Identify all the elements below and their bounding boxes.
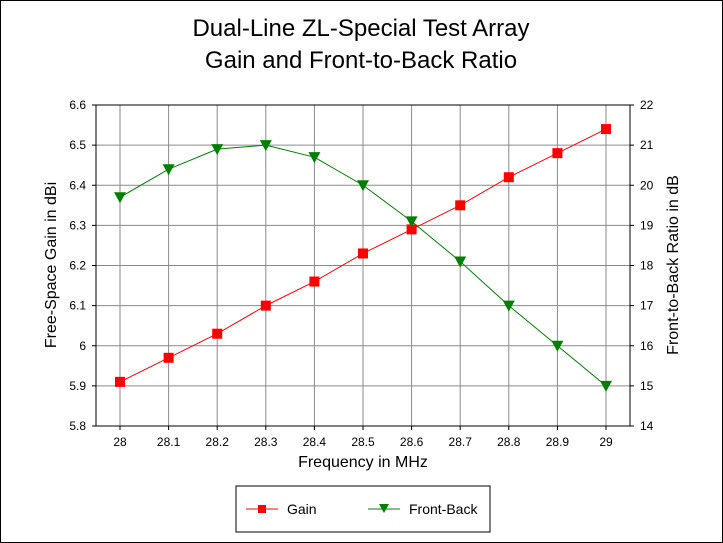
x-tick-label: 28.3 bbox=[254, 435, 278, 449]
x-axis-label: Frequency in MHz bbox=[298, 454, 428, 471]
y-axis-right-ticks: 14 15 16 17 18 19 20 21 22 bbox=[630, 98, 654, 433]
data-point-gain bbox=[163, 352, 174, 363]
x-tick-label: 28.4 bbox=[303, 435, 327, 449]
y-right-tick-label: 15 bbox=[640, 379, 654, 393]
data-point-front-back bbox=[502, 300, 515, 312]
y-left-tick-label: 5.9 bbox=[69, 379, 86, 393]
y-left-tick-label: 5.8 bbox=[69, 419, 86, 433]
legend-gain-marker bbox=[258, 505, 266, 513]
data-point-gain bbox=[455, 200, 466, 211]
data-point-gain bbox=[358, 248, 368, 259]
series-front-back bbox=[114, 140, 612, 392]
data-point-front-back bbox=[259, 140, 272, 152]
data-point-gain bbox=[260, 300, 271, 311]
x-tick-label: 28.8 bbox=[497, 435, 521, 449]
y-left-tick-label: 6.5 bbox=[69, 138, 86, 152]
legend-box bbox=[235, 485, 491, 533]
y-right-tick-label: 16 bbox=[640, 339, 654, 353]
y-left-tick-label: 6 bbox=[79, 339, 86, 353]
legend-front-back-marker bbox=[379, 504, 389, 513]
data-point-front-back bbox=[308, 152, 321, 164]
y-right-tick-label: 18 bbox=[640, 259, 654, 273]
y-left-tick-label: 6.4 bbox=[69, 178, 86, 192]
data-point-gain bbox=[406, 224, 417, 235]
data-point-front-back bbox=[551, 340, 564, 352]
y-axis-left-ticks: 5.8 5.9 6 6.1 6.2 6.3 6.4 6.5 6.6 bbox=[69, 98, 96, 433]
x-tick-label: 28.1 bbox=[157, 435, 181, 449]
chart-title: Dual-Line ZL-Special Test Array bbox=[192, 15, 529, 42]
y-right-tick-label: 14 bbox=[640, 419, 654, 433]
y-axis-left-label: Free-Space Gain in dBi bbox=[43, 182, 60, 348]
y-right-tick-label: 21 bbox=[640, 138, 654, 152]
legend-gain-label: Gain bbox=[287, 501, 317, 517]
series-layer bbox=[114, 124, 612, 392]
y-left-tick-label: 6.3 bbox=[69, 218, 86, 232]
data-point-gain bbox=[309, 276, 320, 287]
y-axis-right-label: Front-to-Back Ratio in dB bbox=[665, 175, 682, 355]
y-right-tick-label: 19 bbox=[640, 218, 654, 232]
data-point-gain bbox=[552, 148, 563, 159]
x-tick-label: 28.2 bbox=[206, 435, 230, 449]
x-tick-label: 28.6 bbox=[400, 435, 424, 449]
data-point-front-back bbox=[454, 256, 467, 268]
legend-item-front-back: Front-Back bbox=[368, 501, 478, 517]
y-left-tick-label: 6.6 bbox=[69, 98, 86, 112]
y-left-tick-label: 6.1 bbox=[69, 299, 86, 313]
data-point-front-back bbox=[357, 180, 369, 192]
x-tick-label: 28.9 bbox=[546, 435, 570, 449]
grid bbox=[96, 104, 630, 427]
x-tick-label: 28 bbox=[113, 435, 127, 449]
x-tick-label: 28.5 bbox=[351, 435, 375, 449]
x-axis-ticks: 28 28.1 28.2 28.3 28.4 28.5 28.6 28.7 28.8 28.9 29 bbox=[113, 426, 613, 449]
x-tick-label: 29 bbox=[599, 435, 613, 449]
data-point-front-back bbox=[405, 216, 418, 228]
y-left-tick-label: 6.2 bbox=[69, 259, 86, 273]
data-point-gain bbox=[503, 172, 514, 183]
legend-item-gain: Gain bbox=[246, 501, 317, 517]
y-right-tick-label: 22 bbox=[640, 98, 654, 112]
data-point-front-back bbox=[162, 164, 175, 176]
data-point-gain bbox=[115, 376, 125, 387]
series-gain bbox=[115, 124, 611, 387]
x-tick-label: 28.7 bbox=[449, 435, 473, 449]
y-right-tick-label: 20 bbox=[640, 178, 654, 192]
chart-subtitle: Gain and Front-to-Back Ratio bbox=[205, 47, 517, 74]
data-point-front-back bbox=[211, 144, 224, 156]
legend-front-back-label: Front-Back bbox=[409, 501, 478, 517]
y-right-tick-label: 17 bbox=[640, 299, 654, 313]
data-point-front-back bbox=[114, 192, 126, 204]
data-point-front-back bbox=[600, 380, 612, 392]
data-point-gain bbox=[212, 328, 223, 339]
data-point-gain bbox=[601, 124, 611, 135]
